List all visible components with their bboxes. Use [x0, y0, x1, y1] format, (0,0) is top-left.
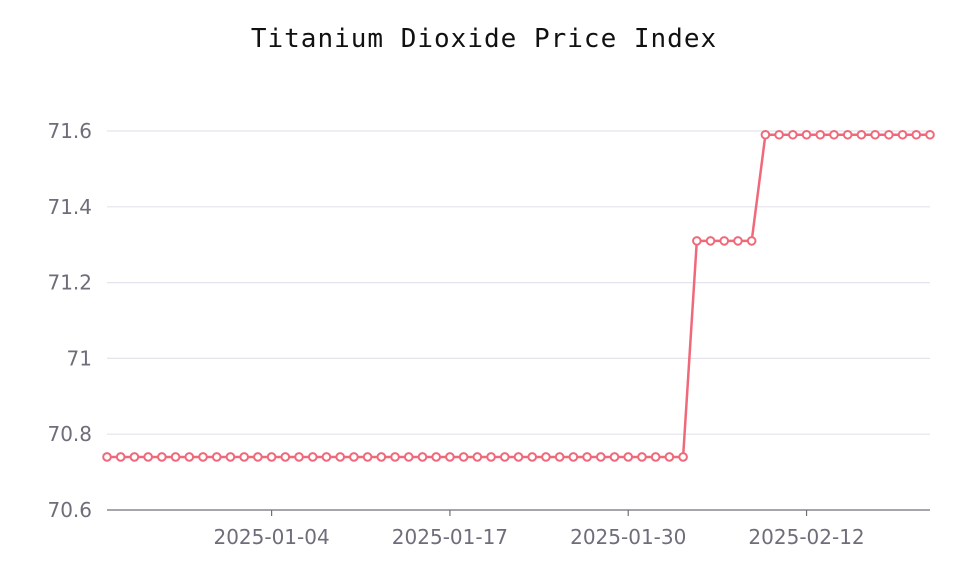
data-point	[390, 452, 400, 462]
y-tick-label: 70.8	[47, 422, 92, 446]
chart-title: Titanium Dioxide Price Index	[250, 24, 718, 54]
data-point	[815, 129, 826, 140]
data-point	[925, 129, 935, 140]
data-point	[458, 452, 469, 462]
y-tick-label: 71.6	[47, 119, 92, 143]
data-point	[129, 452, 140, 462]
data-point	[596, 452, 606, 462]
data-point	[884, 129, 894, 140]
data-point	[678, 452, 688, 462]
data-point	[609, 452, 620, 462]
data-point	[157, 452, 167, 462]
data-point	[856, 129, 867, 140]
data-point	[911, 129, 922, 140]
data-point	[692, 236, 702, 246]
data-point	[376, 452, 387, 462]
y-tick-label: 71.4	[47, 195, 92, 219]
data-point	[719, 236, 730, 246]
data-point	[733, 236, 743, 246]
data-point	[513, 452, 524, 462]
data-point	[870, 129, 880, 140]
data-point	[472, 452, 483, 462]
y-tick-label: 71	[67, 346, 92, 370]
data-point	[637, 452, 647, 462]
data-point	[664, 452, 675, 462]
data-point	[568, 452, 579, 462]
data-point	[527, 452, 538, 462]
data-point	[788, 129, 798, 140]
data-point	[115, 452, 126, 462]
y-tick-label: 71.2	[47, 271, 92, 295]
x-tick-label: 2025-02-12	[748, 525, 864, 549]
y-tick-label: 70.6	[47, 498, 92, 522]
series-layer	[102, 129, 935, 462]
data-point	[403, 452, 414, 462]
data-point	[582, 452, 592, 462]
data-point	[253, 452, 263, 462]
data-point	[760, 129, 771, 140]
data-point	[335, 452, 345, 462]
data-point	[897, 129, 908, 140]
data-point	[829, 129, 839, 140]
data-point	[266, 452, 277, 462]
data-point	[445, 452, 455, 462]
data-point	[280, 452, 291, 462]
data-point	[239, 452, 249, 462]
data-point	[198, 452, 208, 462]
data-point	[842, 129, 853, 140]
data-point	[623, 452, 634, 462]
data-point	[650, 452, 661, 462]
grid-layer	[107, 130, 930, 435]
data-point	[746, 236, 757, 246]
x-tick-label: 2025-01-04	[213, 525, 329, 549]
axis-layer: 70.6 70.8 71 71.2 71.4 71.6 2025-01-04 2025-01-…	[47, 119, 930, 549]
data-point	[307, 452, 318, 462]
data-point	[294, 452, 304, 462]
data-point	[362, 452, 373, 462]
data-point	[102, 452, 112, 462]
x-tick-label: 2025-01-30	[570, 525, 686, 549]
data-point	[486, 452, 496, 462]
data-point	[554, 452, 565, 462]
data-point	[705, 236, 716, 246]
data-point	[170, 452, 181, 462]
data-point	[801, 129, 812, 140]
data-point	[349, 452, 359, 462]
data-point	[225, 452, 236, 462]
series-line	[107, 133, 930, 459]
x-tick-label: 2025-01-17	[392, 525, 508, 549]
data-point	[143, 452, 153, 462]
data-point	[431, 452, 442, 462]
data-point	[417, 452, 428, 462]
data-point	[321, 452, 332, 462]
data-point	[541, 452, 551, 462]
data-point	[184, 452, 195, 462]
data-point	[499, 452, 510, 462]
data-point	[774, 129, 784, 140]
data-point	[211, 452, 222, 462]
